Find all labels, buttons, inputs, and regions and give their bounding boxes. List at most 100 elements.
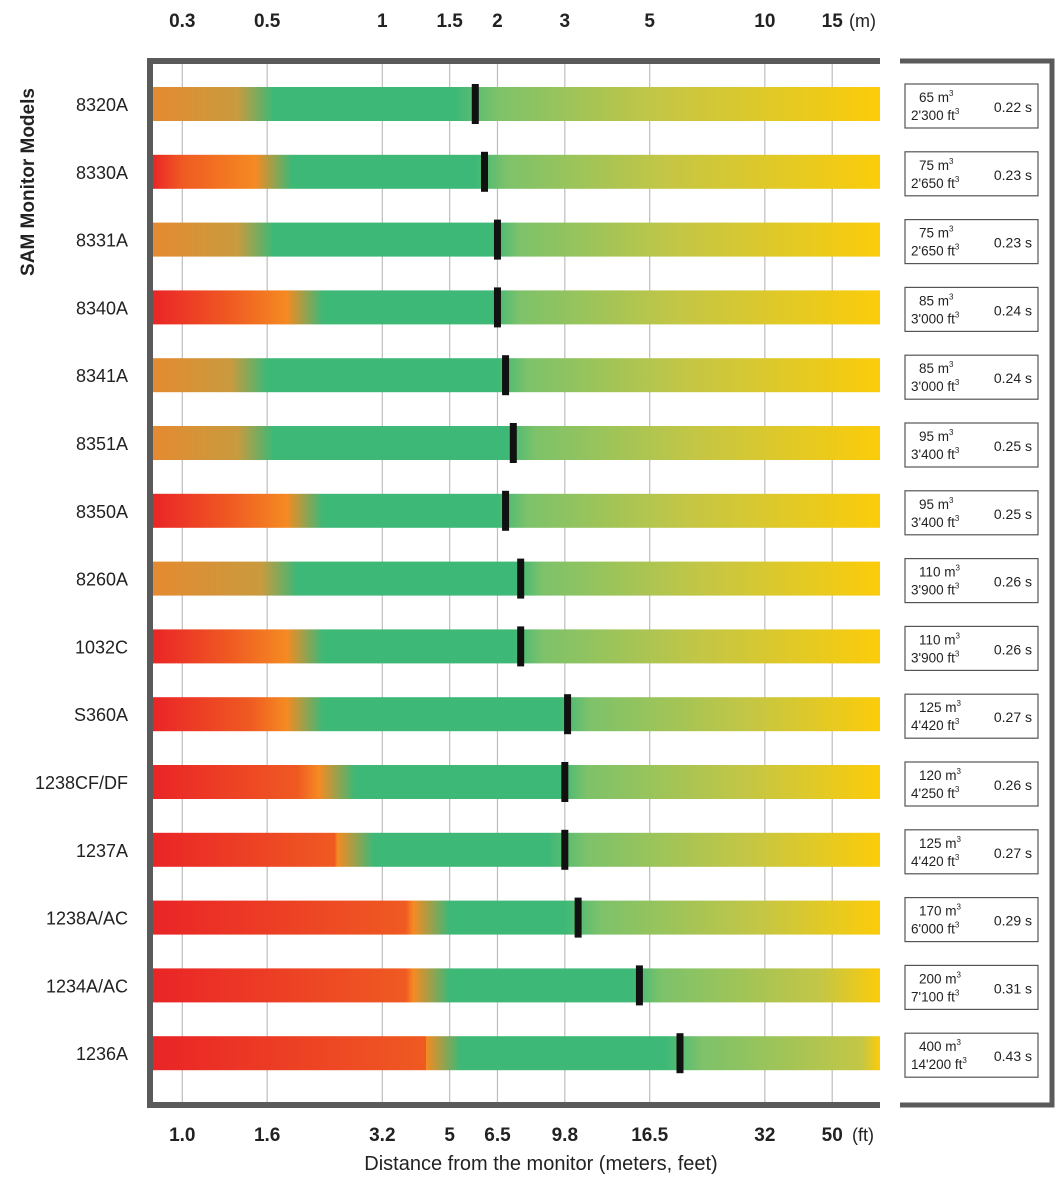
top-tick-label: 0.5 <box>254 11 281 32</box>
reverb-time: 0.25 s <box>994 506 1032 522</box>
range-bar <box>152 358 880 393</box>
volume-ft3: 6'000 ft3 <box>911 921 960 937</box>
range-bar <box>152 697 880 732</box>
volume-m3: 85 m3 <box>919 292 954 308</box>
range-bar <box>152 968 880 1003</box>
top-tick-label: 1.5 <box>436 11 463 32</box>
reverb-time: 0.43 s <box>994 1048 1032 1064</box>
model-label: 1236A <box>76 1044 128 1064</box>
volume-m3: 200 m3 <box>919 970 962 986</box>
model-label: 8260A <box>76 570 128 590</box>
info-frame-line <box>900 58 1055 1108</box>
critical-distance-marker <box>509 423 517 463</box>
room-info-box <box>904 354 1039 400</box>
reverb-time: 0.27 s <box>994 709 1032 725</box>
volume-ft3: 4'420 ft3 <box>911 853 960 869</box>
critical-distance-marker <box>564 694 572 735</box>
model-label: S360A <box>74 705 128 725</box>
range-bar <box>152 629 880 664</box>
reverb-time: 0.22 s <box>994 99 1032 115</box>
reverb-time: 0.26 s <box>994 641 1032 657</box>
model-label: 8351A <box>76 434 128 454</box>
volume-m3: 95 m3 <box>919 428 954 444</box>
bottom-tick-label: 1.6 <box>254 1125 280 1146</box>
room-info-box <box>904 829 1039 875</box>
room-info-box <box>904 219 1039 265</box>
bottom-axis-unit: (ft) <box>852 1125 874 1145</box>
model-label: 1238CF/DF <box>35 773 128 793</box>
volume-m3: 125 m3 <box>919 699 962 715</box>
volume-ft3: 3'400 ft3 <box>911 446 960 462</box>
reverb-time: 0.25 s <box>994 438 1032 454</box>
volume-ft3: 4'420 ft3 <box>911 717 960 733</box>
room-info-box <box>904 422 1039 468</box>
model-label: 1234A/AC <box>46 976 128 996</box>
volume-ft3: 2'650 ft3 <box>911 243 960 259</box>
model-label: 8341A <box>76 366 128 386</box>
volume-ft3: 7'100 ft3 <box>911 988 960 1004</box>
volume-m3: 65 m3 <box>919 89 954 105</box>
range-bar <box>152 832 880 867</box>
bottom-tick-label: 6.5 <box>484 1125 511 1146</box>
volume-m3: 75 m3 <box>919 157 954 173</box>
bottom-tick-label: 32 <box>754 1125 775 1146</box>
reverb-time: 0.23 s <box>994 167 1032 183</box>
model-label: 8330A <box>76 163 128 183</box>
room-info-box <box>904 557 1039 604</box>
volume-ft3: 3'000 ft3 <box>911 378 960 394</box>
room-info-box <box>904 286 1039 332</box>
range-bar <box>152 493 880 528</box>
room-info-box <box>904 1032 1039 1078</box>
reverb-time: 0.29 s <box>994 913 1032 929</box>
range-bar <box>152 1036 880 1071</box>
model-label: 8320A <box>76 95 128 115</box>
critical-distance-marker <box>502 490 510 531</box>
volume-m3: 400 m3 <box>919 1038 962 1054</box>
volume-m3: 120 m3 <box>919 767 962 783</box>
reverb-time: 0.23 s <box>994 235 1032 251</box>
critical-distance-marker <box>502 355 510 396</box>
volume-ft3: 2'650 ft3 <box>911 175 960 191</box>
model-label: 1238A/AC <box>46 909 128 929</box>
bars-layer <box>152 84 880 1074</box>
top-tick-label: 3 <box>560 11 571 32</box>
room-info-box <box>904 625 1039 672</box>
plot-frame-line <box>147 58 880 1108</box>
model-labels: 8320A 8330A 8331A 8340A 8341A 8351A 8350A 8260A… <box>35 95 128 1064</box>
volume-m3: 110 m3 <box>919 564 961 580</box>
plot-frame <box>147 58 1055 1108</box>
volume-ft3: 3'000 ft3 <box>911 310 960 326</box>
critical-distance-marker <box>517 626 525 667</box>
room-info-box <box>904 83 1039 129</box>
volume-m3: 110 m3 <box>919 631 961 647</box>
critical-distance-marker <box>676 1033 684 1074</box>
bottom-tick-label: 5 <box>444 1125 455 1146</box>
room-info-box <box>904 151 1039 197</box>
room-info-box <box>904 490 1039 536</box>
reverb-time: 0.31 s <box>994 980 1032 996</box>
volume-ft3: 3'400 ft3 <box>911 514 960 530</box>
model-label: 8350A <box>76 502 128 522</box>
top-tick-label: 10 <box>754 11 775 32</box>
top-tick-label: 15 <box>822 11 844 32</box>
top-tick-label: 5 <box>644 11 655 32</box>
critical-distance-marker <box>493 287 501 328</box>
volume-ft3: 4'250 ft3 <box>911 785 960 801</box>
range-bar <box>152 290 880 325</box>
model-label: 1237A <box>76 841 128 861</box>
model-label: 8340A <box>76 298 128 318</box>
reverb-time: 0.27 s <box>994 845 1032 861</box>
room-info-box <box>904 896 1039 943</box>
critical-distance-marker <box>493 219 501 260</box>
range-bar <box>152 87 880 121</box>
volume-m3: 85 m3 <box>919 360 954 376</box>
bottom-tick-label: 1.0 <box>169 1125 195 1146</box>
critical-distance-marker <box>481 151 489 192</box>
reverb-time: 0.24 s <box>994 302 1032 318</box>
range-bar <box>152 900 880 935</box>
y-axis-label: SAM Monitor Models <box>18 88 39 276</box>
top-axis: 0.3 0.5 1 1.5 2 3 5 10 15 (m) <box>169 11 876 32</box>
range-bar <box>152 222 880 257</box>
room-info-box <box>904 761 1039 807</box>
